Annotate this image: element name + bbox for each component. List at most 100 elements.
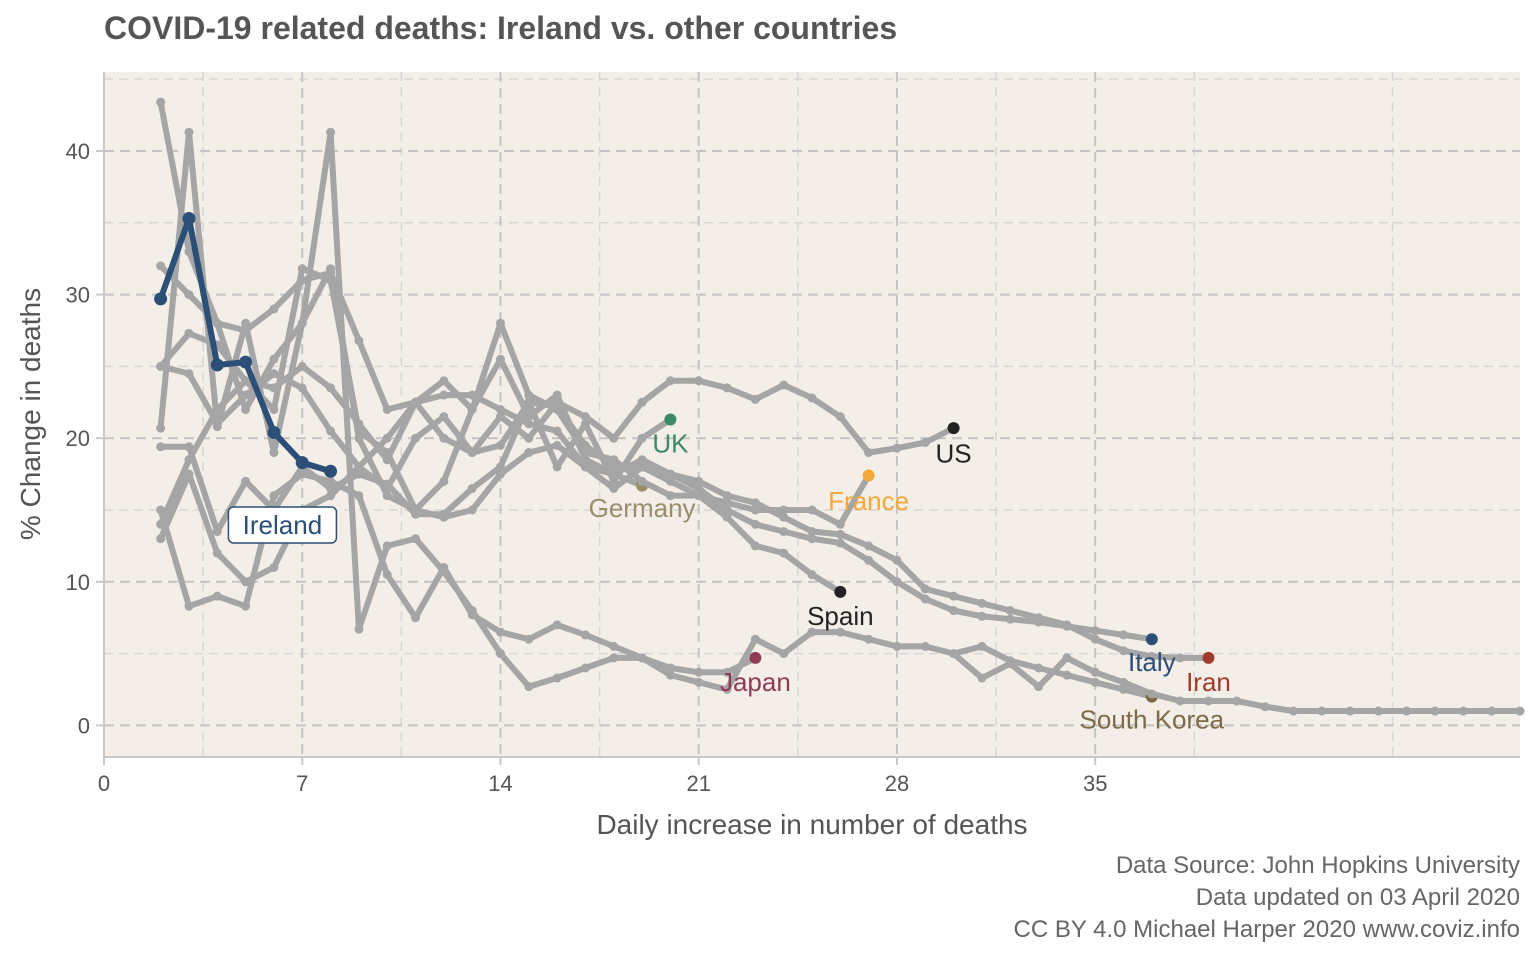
data-point <box>580 663 590 673</box>
data-point <box>1119 646 1129 656</box>
data-point <box>779 649 789 659</box>
data-point <box>354 624 364 634</box>
series-endpoint-japan <box>749 651 762 664</box>
data-point <box>977 611 987 621</box>
data-point <box>241 376 251 386</box>
data-point <box>1062 670 1072 680</box>
data-point <box>750 519 760 529</box>
data-point <box>382 491 392 501</box>
series-label-germany: Germany <box>589 493 696 523</box>
data-point <box>212 527 222 537</box>
data-point <box>637 462 647 472</box>
data-point <box>722 491 732 501</box>
data-point <box>354 491 364 501</box>
data-point <box>1487 706 1497 716</box>
data-point <box>807 570 817 580</box>
data-point <box>949 591 959 601</box>
data-point <box>524 397 534 407</box>
data-point <box>267 425 281 439</box>
data-point <box>212 422 222 432</box>
data-point <box>1147 651 1157 661</box>
data-point <box>609 483 619 493</box>
data-point <box>1373 706 1383 716</box>
data-point <box>212 591 222 601</box>
data-point <box>439 376 449 386</box>
data-point <box>665 376 675 386</box>
data-point <box>184 247 194 257</box>
data-point <box>495 649 505 659</box>
data-point <box>439 390 449 400</box>
data-point <box>552 673 562 683</box>
series-endpoint-iran <box>1202 651 1215 664</box>
data-point <box>495 354 505 364</box>
series-endpoint-italy <box>1145 633 1158 646</box>
data-point <box>495 412 505 422</box>
data-point <box>977 598 987 608</box>
data-point <box>326 491 336 501</box>
data-point <box>892 555 902 565</box>
x-tick-label: 35 <box>1083 771 1107 796</box>
data-point <box>552 402 562 412</box>
data-point <box>920 438 930 448</box>
data-point <box>524 390 534 400</box>
data-point <box>210 358 224 372</box>
data-point <box>182 211 196 225</box>
y-axis-title: % Change in deaths <box>15 288 46 540</box>
data-point <box>269 383 279 393</box>
data-point <box>835 519 845 529</box>
data-point <box>694 376 704 386</box>
data-point <box>1515 706 1525 716</box>
data-point <box>495 440 505 450</box>
data-point <box>807 527 817 537</box>
series-line-japan <box>157 129 759 690</box>
data-point <box>580 412 590 422</box>
data-point <box>382 570 392 580</box>
data-point <box>1005 606 1015 616</box>
series-label-south-korea: South Korea <box>1080 704 1225 734</box>
data-point <box>609 469 619 479</box>
data-point <box>1119 685 1129 695</box>
data-point <box>779 512 789 522</box>
chart-title: COVID-19 related deaths: Ireland vs. oth… <box>104 10 898 46</box>
x-tick-label: 21 <box>686 771 710 796</box>
data-point <box>1119 630 1129 640</box>
data-point <box>467 404 477 414</box>
data-point <box>1062 653 1072 663</box>
data-point <box>184 290 194 300</box>
data-point <box>609 462 619 472</box>
data-point <box>920 594 930 604</box>
data-point <box>184 127 194 137</box>
data-point <box>269 404 279 414</box>
data-point <box>1175 696 1185 706</box>
data-point <box>694 667 704 677</box>
data-point <box>297 318 307 328</box>
data-point <box>411 509 421 519</box>
data-point <box>411 534 421 544</box>
data-point <box>722 383 732 393</box>
data-point <box>892 577 902 587</box>
label-box-ireland <box>227 506 338 544</box>
data-point <box>382 455 392 465</box>
series-label-ireland: Ireland <box>243 510 323 540</box>
data-point <box>269 448 279 458</box>
x-tick-label: 14 <box>488 771 512 796</box>
data-point <box>779 505 789 515</box>
data-point <box>495 404 505 414</box>
data-point <box>239 355 253 369</box>
data-point <box>1175 653 1185 663</box>
data-point <box>241 318 251 328</box>
data-point <box>297 383 307 393</box>
data-point <box>156 442 166 452</box>
data-point <box>269 304 279 314</box>
data-point <box>269 354 279 364</box>
data-updated-caption: Data updated on 03 April 2020 <box>1195 884 1520 911</box>
data-point <box>779 380 789 390</box>
data-point <box>1458 706 1468 716</box>
data-point <box>156 97 166 107</box>
data-point <box>269 562 279 572</box>
data-point <box>212 318 222 328</box>
series-ireland <box>154 211 338 478</box>
data-point <box>269 491 279 501</box>
series-japan <box>156 127 762 692</box>
data-point <box>354 336 364 346</box>
